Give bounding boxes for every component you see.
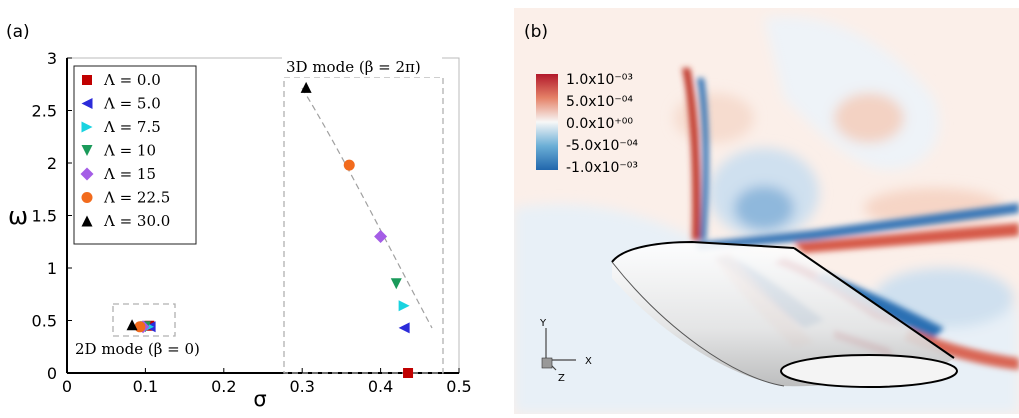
colorbar-label: 5.0x10⁻⁰⁴ bbox=[566, 94, 633, 110]
data-point bbox=[343, 159, 355, 171]
data-points bbox=[126, 81, 414, 378]
data-point bbox=[300, 81, 312, 93]
colorbar bbox=[536, 74, 558, 170]
data-point bbox=[134, 321, 146, 333]
data-point bbox=[126, 319, 138, 331]
x-ticks: 0 0.1 0.2 0.3 0.4 0.5 bbox=[62, 368, 472, 396]
y-tick-label: 1.5 bbox=[32, 207, 57, 226]
legend-box bbox=[73, 65, 197, 245]
legend-label: Λ = 0.0 bbox=[103, 71, 161, 89]
mode2d-label: 2D mode (β = 0) bbox=[75, 340, 200, 358]
colorbar-labels: 1.0x10⁻⁰³ 5.0x10⁻⁰⁴ 0.0x10⁺⁰⁰ -5.0x10⁻⁰⁴ -1.… bbox=[566, 72, 638, 176]
y-ticks: 0 0.5 1 1.5 2 2.5 3 bbox=[32, 49, 72, 383]
legend-label: Λ = 10 bbox=[103, 142, 156, 160]
axis-x-label: X bbox=[585, 356, 592, 367]
legend-items: Λ = 0.0 Λ = 5.0 Λ = 7.5 Λ = 10 Λ = 15 Λ = 22.… bbox=[80, 71, 170, 230]
data-point bbox=[374, 230, 388, 243]
panel-b: 1.0x10⁻⁰³ 5.0x10⁻⁰⁴ 0.0x10⁺⁰⁰ -5.0x10⁻⁰⁴ -1.… bbox=[514, 8, 1019, 414]
axis-y-label: Y bbox=[539, 318, 547, 329]
trend-curve bbox=[301, 87, 433, 329]
wing-surface bbox=[612, 242, 954, 387]
legend-label: Λ = 15 bbox=[103, 165, 156, 183]
wing-leading-edge bbox=[611, 240, 795, 263]
legend: Λ = 0.0 Λ = 5.0 Λ = 7.5 Λ = 10 Λ = 15 Λ = 22.… bbox=[73, 65, 197, 245]
legend-marker bbox=[80, 167, 94, 181]
x-tick-label: 0.5 bbox=[446, 377, 471, 396]
legend-marker bbox=[81, 145, 93, 156]
legend-marker bbox=[81, 192, 93, 203]
x-tick-label: 0.3 bbox=[289, 377, 314, 396]
x-tick-label: 0 bbox=[62, 377, 72, 396]
mode3d-box bbox=[283, 76, 444, 374]
panel-a: (a) 3D mode (β = 2π) 2D mode (β = 0) Λ =… bbox=[0, 0, 505, 414]
wing-tip-edge bbox=[793, 247, 955, 359]
y-axis-label: ω bbox=[8, 202, 28, 230]
data-point bbox=[398, 322, 410, 334]
flow-visualization: 1.0x10⁻⁰³ 5.0x10⁻⁰⁴ 0.0x10⁺⁰⁰ -5.0x10⁻⁰⁴ -1.… bbox=[514, 8, 1019, 414]
legend-label: Λ = 22.5 bbox=[103, 189, 170, 207]
colorbar-label: 1.0x10⁻⁰³ bbox=[566, 72, 633, 88]
y-tick-label: 0.5 bbox=[32, 312, 57, 331]
wing-root bbox=[611, 261, 785, 387]
data-point bbox=[398, 300, 410, 312]
y-tick-label: 1 bbox=[47, 259, 57, 278]
y-tick-label: 2.5 bbox=[32, 102, 57, 121]
mode3d-label-bg bbox=[282, 55, 442, 77]
x-tick-label: 0.2 bbox=[211, 377, 236, 396]
mode3d-label: 3D mode (β = 2π) bbox=[286, 58, 421, 76]
colorbar-label: -1.0x10⁻⁰³ bbox=[566, 160, 638, 176]
wing-airfoil-section bbox=[780, 354, 958, 388]
legend-marker bbox=[81, 121, 93, 133]
panel-a-label: (a) bbox=[6, 22, 30, 42]
data-point bbox=[390, 278, 402, 290]
x-tick-label: 0.1 bbox=[133, 377, 158, 396]
axes-triad: Y X Z bbox=[539, 318, 592, 384]
y-tick-label: 2 bbox=[47, 154, 57, 173]
colorbar-label: 0.0x10⁺⁰⁰ bbox=[566, 116, 633, 132]
y-tick-label: 3 bbox=[47, 49, 57, 68]
x-tick-label: 0.4 bbox=[368, 377, 393, 396]
x-axis-label: σ bbox=[253, 387, 266, 411]
mode2d-label-bg bbox=[72, 337, 224, 359]
panel-b-label: (b) bbox=[524, 22, 548, 42]
legend-label: Λ = 5.0 bbox=[103, 95, 161, 113]
legend-label: Λ = 7.5 bbox=[103, 118, 161, 136]
legend-marker bbox=[81, 215, 93, 227]
legend-marker bbox=[82, 75, 92, 85]
legend-label: Λ = 30.0 bbox=[103, 212, 170, 230]
legend-marker bbox=[81, 98, 93, 109]
data-point bbox=[403, 368, 414, 378]
scatter-chart: (a) 3D mode (β = 2π) 2D mode (β = 0) Λ =… bbox=[6, 22, 472, 411]
axis-z-label: Z bbox=[558, 373, 565, 384]
y-tick-label: 0 bbox=[47, 364, 57, 383]
colorbar-label: -5.0x10⁻⁰⁴ bbox=[566, 138, 638, 154]
mode2d-box bbox=[112, 303, 176, 337]
